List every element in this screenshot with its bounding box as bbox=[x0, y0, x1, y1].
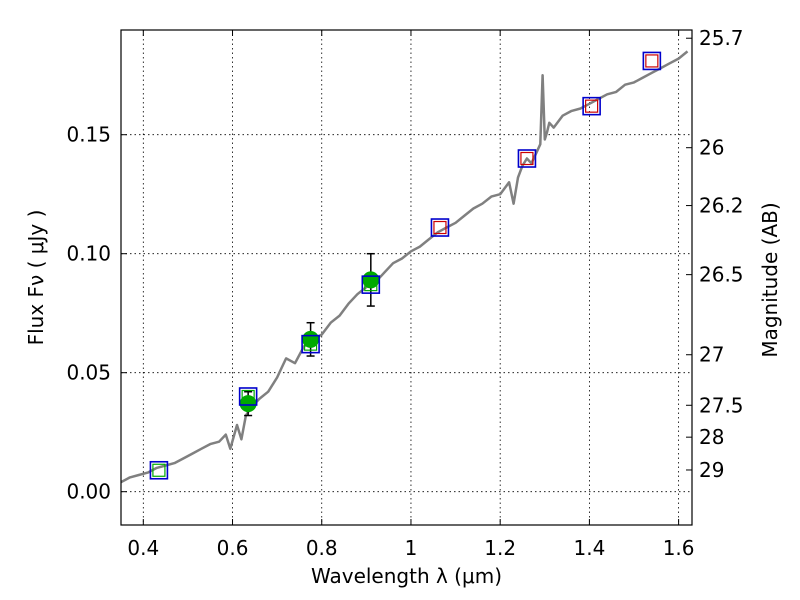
ticks-layer: 0.4 0.6 0.8 1 1.2 1.4 1.6 0.00 0.05 0.10 0.15 25.7 2… bbox=[66, 26, 743, 560]
model-square bbox=[238, 387, 258, 406]
model-square-inner bbox=[520, 151, 534, 166]
y-tick-label: 0.05 bbox=[66, 361, 111, 385]
x-tick-label: 0.4 bbox=[127, 536, 159, 560]
y-tick-label: 0.10 bbox=[66, 242, 111, 266]
model-square-inner bbox=[645, 54, 659, 68]
mag-tick-label: 29 bbox=[699, 458, 724, 482]
mag-tick-label: 26.2 bbox=[699, 194, 744, 218]
y-tick-label: 0.15 bbox=[66, 123, 111, 147]
model-square bbox=[361, 275, 381, 294]
y2-axis-title: Magnitude (AB) bbox=[758, 202, 782, 357]
model-square-inner bbox=[433, 220, 447, 235]
mag-tick-label: 25.7 bbox=[699, 26, 744, 50]
model-square bbox=[301, 334, 320, 354]
model-square bbox=[430, 218, 450, 237]
x-tick-label: 1 bbox=[405, 536, 418, 560]
x-tick-label: 0.6 bbox=[217, 536, 249, 560]
mag-tick-label: 26.5 bbox=[699, 263, 744, 287]
model-square-inner bbox=[585, 99, 599, 113]
model-square-inner bbox=[152, 463, 166, 477]
y-axis-title: Flux Fν ( μJy ) bbox=[24, 210, 48, 346]
model-square-inner bbox=[364, 278, 378, 292]
mag-tick-label: 27.5 bbox=[699, 393, 744, 417]
mag-tick-label: 27 bbox=[699, 343, 724, 367]
x-axis-title: Wavelength λ (μm) bbox=[311, 564, 502, 588]
mag-tick-label: 28 bbox=[699, 425, 724, 449]
model-square bbox=[642, 51, 662, 71]
grid-lines bbox=[121, 30, 692, 525]
y-tick-label: 0.00 bbox=[66, 480, 111, 504]
plot-frame bbox=[120, 29, 693, 526]
mag-tick-label: 26 bbox=[699, 136, 724, 160]
spectrum-line bbox=[121, 50, 689, 484]
x-tick-label: 1.4 bbox=[573, 536, 605, 560]
model-square bbox=[582, 96, 601, 116]
spectrum-layer bbox=[121, 50, 689, 484]
x-tick-label: 1.2 bbox=[484, 536, 516, 560]
model-square bbox=[517, 149, 537, 168]
x-tick-label: 0.8 bbox=[306, 536, 338, 560]
x-tick-label: 1.6 bbox=[663, 536, 695, 560]
model-square bbox=[149, 460, 169, 480]
model-square-inner bbox=[241, 389, 255, 404]
markers-layer bbox=[149, 51, 662, 480]
model-square-inner bbox=[303, 337, 318, 351]
